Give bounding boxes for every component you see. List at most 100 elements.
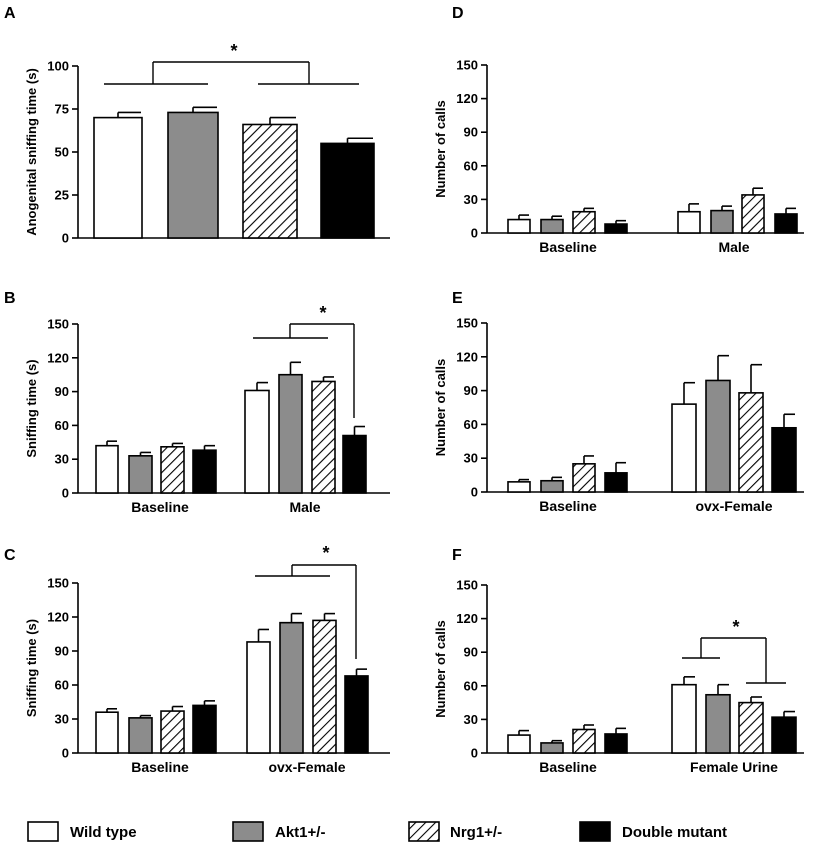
bar-hatch — [311, 380, 336, 494]
bar-gray — [705, 379, 731, 493]
y-tick-label: 120 — [47, 350, 69, 365]
y-tick-label: 90 — [464, 645, 478, 660]
legend-item: Wild type — [27, 821, 137, 842]
bar-white — [507, 218, 531, 234]
bar-hatch — [242, 123, 298, 239]
bar-white — [95, 444, 119, 494]
bar-hatch — [572, 728, 596, 754]
bar-gray — [540, 742, 564, 754]
y-tick-label: 90 — [55, 644, 69, 659]
bar-white — [671, 403, 697, 493]
chart-panel-a: A 0 25 50 75 100 Anogenital sniffing time (s) * — [4, 5, 390, 246]
y-tick-label: 150 — [456, 58, 478, 73]
bar-black — [192, 449, 217, 494]
legend-swatch-hatch — [408, 821, 440, 842]
bar-black — [344, 675, 369, 754]
category-label: Baseline — [131, 759, 189, 775]
y-tick-label: 30 — [55, 712, 69, 727]
y-axis-title: Number of calls — [433, 359, 448, 457]
legend: Wild type Akt1+/- Nrg1+/- Double mutant — [27, 821, 727, 842]
legend-swatch-white — [27, 821, 59, 842]
y-tick-label: 150 — [47, 576, 69, 591]
y-tick-label: 120 — [456, 349, 478, 364]
y-tick-label: 60 — [464, 158, 478, 173]
chart-panel-c: C 0 30 60 90 120 150 Sniffing time (s) Baseline o… — [4, 543, 390, 775]
bar-black — [604, 472, 628, 493]
legend-label: Akt1+/- — [275, 824, 325, 841]
y-tick-label: 90 — [55, 384, 69, 399]
y-tick-label: 60 — [55, 678, 69, 693]
y-tick-label: 100 — [47, 59, 69, 74]
y-tick-label: 0 — [471, 746, 478, 761]
y-axis-title: Anogenital sniffing time (s) — [24, 68, 39, 236]
bar-black — [771, 716, 797, 754]
bar-gray — [167, 111, 219, 239]
bar-black — [320, 142, 375, 239]
category-label: Baseline — [539, 759, 597, 775]
panel-label: A — [4, 5, 16, 22]
y-tick-label: 0 — [471, 226, 478, 241]
panel-label: D — [452, 5, 464, 22]
y-tick-label: 150 — [47, 317, 69, 332]
category-label: ovx-Female — [695, 498, 772, 514]
bar-white — [671, 683, 697, 754]
panel-label: E — [452, 290, 463, 307]
y-tick-label: 0 — [62, 746, 69, 761]
y-tick-label: 120 — [47, 610, 69, 625]
bar-white — [93, 116, 143, 239]
y-tick-label: 120 — [456, 91, 478, 106]
panel-label: B — [4, 290, 16, 307]
y-tick-label: 60 — [464, 678, 478, 693]
bar-gray — [540, 218, 564, 234]
bar-black — [192, 704, 217, 754]
bar-black — [604, 223, 628, 234]
legend-label: Wild type — [70, 824, 137, 841]
bar-white — [246, 641, 271, 754]
significance-star: * — [322, 543, 329, 563]
legend-item: Akt1+/- — [232, 821, 325, 842]
y-tick-label: 0 — [62, 486, 69, 501]
bar-hatch — [572, 210, 596, 234]
y-tick-label: 120 — [456, 611, 478, 626]
y-tick-label: 90 — [464, 125, 478, 140]
bar-white — [507, 734, 531, 754]
y-axis-title: Sniffing time (s) — [24, 619, 39, 717]
legend-swatch-black — [579, 821, 611, 842]
y-axis-title: Number of calls — [433, 100, 448, 198]
bar-hatch — [741, 194, 765, 234]
y-tick-label: 75 — [55, 102, 69, 117]
bar-gray — [705, 693, 731, 754]
category-label: Baseline — [539, 498, 597, 514]
y-tick-label: 25 — [55, 188, 69, 203]
significance-star: * — [732, 617, 739, 637]
chart-panel-e: E 0 30 60 90 120 150 Number of calls Baseline ovx… — [433, 290, 804, 514]
bar-hatch — [312, 619, 337, 754]
y-tick-label: 30 — [464, 712, 478, 727]
chart-panel-f: F 0 30 60 90 120 150 Number of calls Baseline Fem… — [433, 547, 804, 775]
legend-label: Double mutant — [622, 824, 727, 841]
bar-hatch — [160, 710, 185, 754]
y-tick-label: 60 — [464, 417, 478, 432]
legend-item: Double mutant — [579, 821, 727, 842]
bar-gray — [128, 455, 153, 494]
bar-white — [677, 210, 701, 234]
category-label: Female Urine — [690, 759, 778, 775]
y-tick-label: 50 — [55, 145, 69, 160]
legend-label: Nrg1+/- — [450, 824, 502, 841]
y-tick-label: 90 — [464, 383, 478, 398]
significance-star: * — [230, 41, 237, 61]
y-tick-label: 60 — [55, 418, 69, 433]
bar-hatch — [572, 463, 596, 493]
legend-item: Nrg1+/- — [408, 821, 502, 842]
y-tick-label: 30 — [464, 451, 478, 466]
bar-black — [604, 733, 628, 754]
bar-gray — [278, 373, 303, 494]
bar-hatch — [738, 392, 764, 493]
panel-label: C — [4, 547, 16, 564]
bar-hatch — [160, 446, 185, 494]
y-tick-label: 30 — [464, 192, 478, 207]
category-label: Baseline — [131, 499, 189, 515]
y-tick-label: 150 — [456, 578, 478, 593]
bar-gray — [279, 621, 304, 754]
